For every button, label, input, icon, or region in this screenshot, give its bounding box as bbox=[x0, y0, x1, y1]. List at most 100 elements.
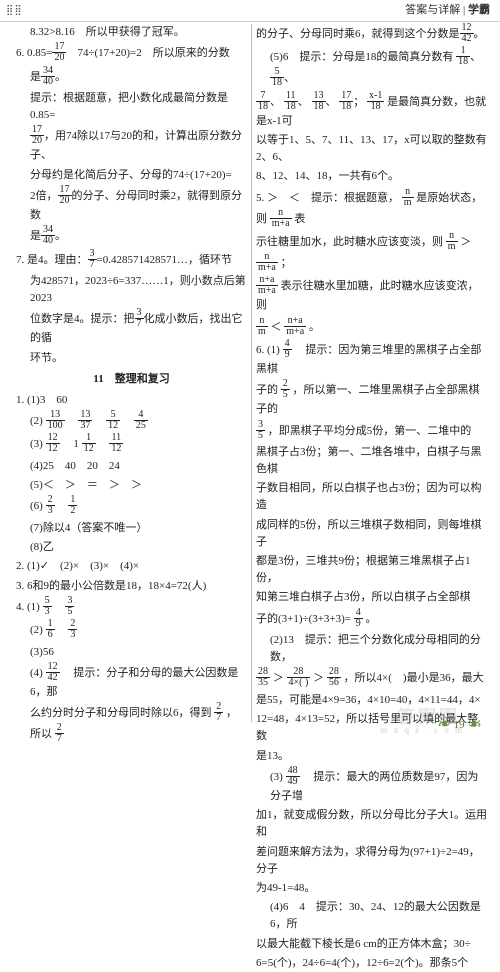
t: (4) bbox=[30, 667, 43, 679]
fraction: nm bbox=[256, 316, 268, 337]
fraction: 284×( ) bbox=[287, 667, 311, 688]
fraction: 35 bbox=[65, 596, 74, 617]
fraction: 16 bbox=[46, 619, 55, 640]
text: (2)13 提示：把三个分数化成分母相同的分数， bbox=[256, 632, 488, 666]
t: 。 bbox=[309, 321, 320, 333]
text: 为428571，2023÷6=337……1，则小数点后第2023 bbox=[16, 273, 247, 307]
fraction: 2856 bbox=[327, 667, 341, 688]
t: 1 bbox=[62, 438, 79, 450]
text: 成同样的5份，所以三堆棋子数相同，则每堆棋子 bbox=[256, 517, 488, 551]
text: 子的 25 ，所以第一、二堆里黑棋子占全部黑棋子的 bbox=[256, 380, 488, 418]
fraction: 118 bbox=[456, 46, 470, 67]
t: 、 bbox=[326, 96, 337, 108]
fraction: n+am+a bbox=[256, 275, 278, 296]
text: 都是3份，三堆共9份；根据第三堆黑棋子占1份， bbox=[256, 553, 488, 587]
text: (2) 13100 1337 512 425 bbox=[16, 411, 247, 432]
text: nm ＜ n+am+a 。 bbox=[256, 317, 488, 338]
fraction: 25 bbox=[281, 379, 290, 400]
header-dots: ⣿⣿ bbox=[6, 3, 23, 19]
text: 以最大能截下棱长是6 cm的正方体木盒；30÷ bbox=[256, 936, 488, 953]
text: 8、12、14、18，一共有6个。 bbox=[256, 168, 488, 185]
fraction: 1112 bbox=[109, 433, 123, 454]
t: 、 bbox=[284, 72, 295, 84]
t: (6) bbox=[30, 500, 43, 512]
text: (2) 16 23 bbox=[16, 620, 247, 641]
t: 位数字是4。提示：把 bbox=[30, 313, 135, 325]
right-column: 的分子、分母同时乘6，就得到这个分数是1242。 (5)6 提示：分母是18的最… bbox=[252, 24, 492, 722]
t: (5)6 提示：分母是18的最简真分数有 bbox=[270, 51, 453, 63]
t: ＜ bbox=[271, 321, 282, 333]
title-left: 答案与详解 bbox=[405, 4, 460, 16]
text: 35 ，即黑棋子平均分成5份，第一、二堆中的 bbox=[256, 421, 488, 442]
t: 表示往糖水里加糖，此时糖水应该变浓，则 bbox=[256, 280, 479, 311]
fraction: 1242 bbox=[460, 23, 474, 44]
fraction: 1242 bbox=[46, 662, 60, 683]
text: 8.32>8.16 所以甲获得了冠军。 bbox=[16, 24, 247, 41]
text: 3. 6和9的最小公倍数是18，18×4=72(人) bbox=[16, 578, 247, 595]
text: 示往糖里加水，此时糖水应该变淡，则 nm ＞ nm+a ； bbox=[256, 232, 488, 274]
section-heading: 11 整理和复习 bbox=[16, 371, 247, 388]
t: (2) bbox=[30, 415, 43, 427]
t: 是 bbox=[30, 71, 41, 83]
text: n+am+a 表示往糖水里加糖，此时糖水应该变浓，则 bbox=[256, 276, 488, 314]
t: ，所以4×( )最小是36，最大 bbox=[344, 673, 484, 685]
text: 4. (1) 53 35 bbox=[16, 597, 247, 618]
text: 1. (1)3 60 bbox=[16, 392, 247, 409]
text: (4) 1242 提示：分子和分母的最大公因数是6，那 bbox=[16, 663, 247, 701]
text: 位数字是4。提示：把37化成小数后，找出它的循 bbox=[16, 309, 247, 347]
fraction: 1118 bbox=[284, 91, 298, 112]
title-right: 学霸 bbox=[468, 4, 490, 16]
fraction: 13100 bbox=[46, 410, 65, 431]
fraction: nm bbox=[446, 231, 458, 252]
text: (5)＜ ＞ ＝ ＞ ＞ bbox=[16, 477, 247, 494]
t: ，即黑棋子平均分成5份，第一、二堆中的 bbox=[268, 425, 472, 437]
fraction: 1720 bbox=[52, 42, 66, 63]
text: 6. (1) 49 提示：因为第三堆里的黑棋子占全部黑棋 bbox=[256, 340, 488, 378]
text: (3) 1212 1 112 1112 bbox=[16, 434, 247, 455]
fraction: 1337 bbox=[78, 410, 92, 431]
fraction: 35 bbox=[256, 420, 265, 441]
text: 6=5(个)，24÷6=4(个)，12÷6=2(个)。那条5个 bbox=[256, 955, 488, 972]
t: =0.428571428571…，循环节 bbox=[97, 254, 232, 266]
fraction: 1212 bbox=[46, 433, 60, 454]
leaf-icon: ❧ bbox=[437, 713, 450, 738]
t: 表 bbox=[294, 213, 305, 225]
fraction: 37 bbox=[135, 308, 144, 329]
text: 为49-1=48。 bbox=[256, 880, 488, 897]
t: ； bbox=[353, 96, 364, 108]
t: 。 bbox=[55, 71, 66, 83]
text: 子的(3+1)÷(3+3+3)= 49 。 bbox=[256, 609, 488, 630]
content: 8.32>8.16 所以甲获得了冠军。 6. 0.85=1720 74÷(17+… bbox=[0, 22, 500, 722]
fraction: 512 bbox=[106, 410, 120, 431]
t: ； bbox=[281, 257, 292, 269]
fraction: 1318 bbox=[312, 91, 326, 112]
text: 黑棋子占3份；第一、二堆各堆中，白棋子与黑色棋 bbox=[256, 444, 488, 478]
fraction: 112 bbox=[82, 433, 96, 454]
fraction: 3440 bbox=[41, 66, 55, 87]
text: 是55，可能是4×9=36，4×10=40，4×11=44，4× bbox=[256, 692, 488, 709]
t: (3) bbox=[30, 438, 43, 450]
text: 718、 1118、 1318、 1718； x-118 是最简真分数，也就是x… bbox=[256, 92, 488, 130]
page-header: ⣿⣿ 答案与详解 | 学霸 bbox=[0, 0, 500, 22]
text: 子数目相同，所以白棋子也占3份；因为可以构造 bbox=[256, 480, 488, 514]
fraction: 2835 bbox=[256, 667, 270, 688]
text: 环节。 bbox=[16, 350, 247, 367]
fraction: 23 bbox=[68, 619, 77, 640]
t: 4. (1) bbox=[16, 601, 40, 613]
leaf-icon: ☙ bbox=[468, 713, 482, 738]
fraction: 1720 bbox=[30, 125, 44, 146]
t: 6. 0.85= bbox=[16, 47, 52, 59]
text: 2. (1)✓ (2)× (3)× (4)× bbox=[16, 558, 247, 575]
t: (3) bbox=[270, 771, 283, 783]
text: 加1，就变成假分数，所以分母比分子大1。运用和 bbox=[256, 807, 488, 841]
fraction: 27 bbox=[214, 702, 223, 723]
text: 5. ＞ ＜ 提示：根据题意， nm 是原始状态，则 nm+a 表 bbox=[256, 188, 488, 230]
t: 。 bbox=[366, 613, 377, 625]
text: (3)56 bbox=[16, 644, 247, 661]
t: (2) bbox=[30, 624, 43, 636]
fraction: 4849 bbox=[286, 766, 300, 787]
t: 是 bbox=[30, 230, 41, 242]
t: ，用74除以17与20的和，计算出原分数分子、 bbox=[30, 130, 242, 161]
text: 是3440。 bbox=[16, 67, 247, 88]
fraction: 49 bbox=[283, 339, 292, 360]
